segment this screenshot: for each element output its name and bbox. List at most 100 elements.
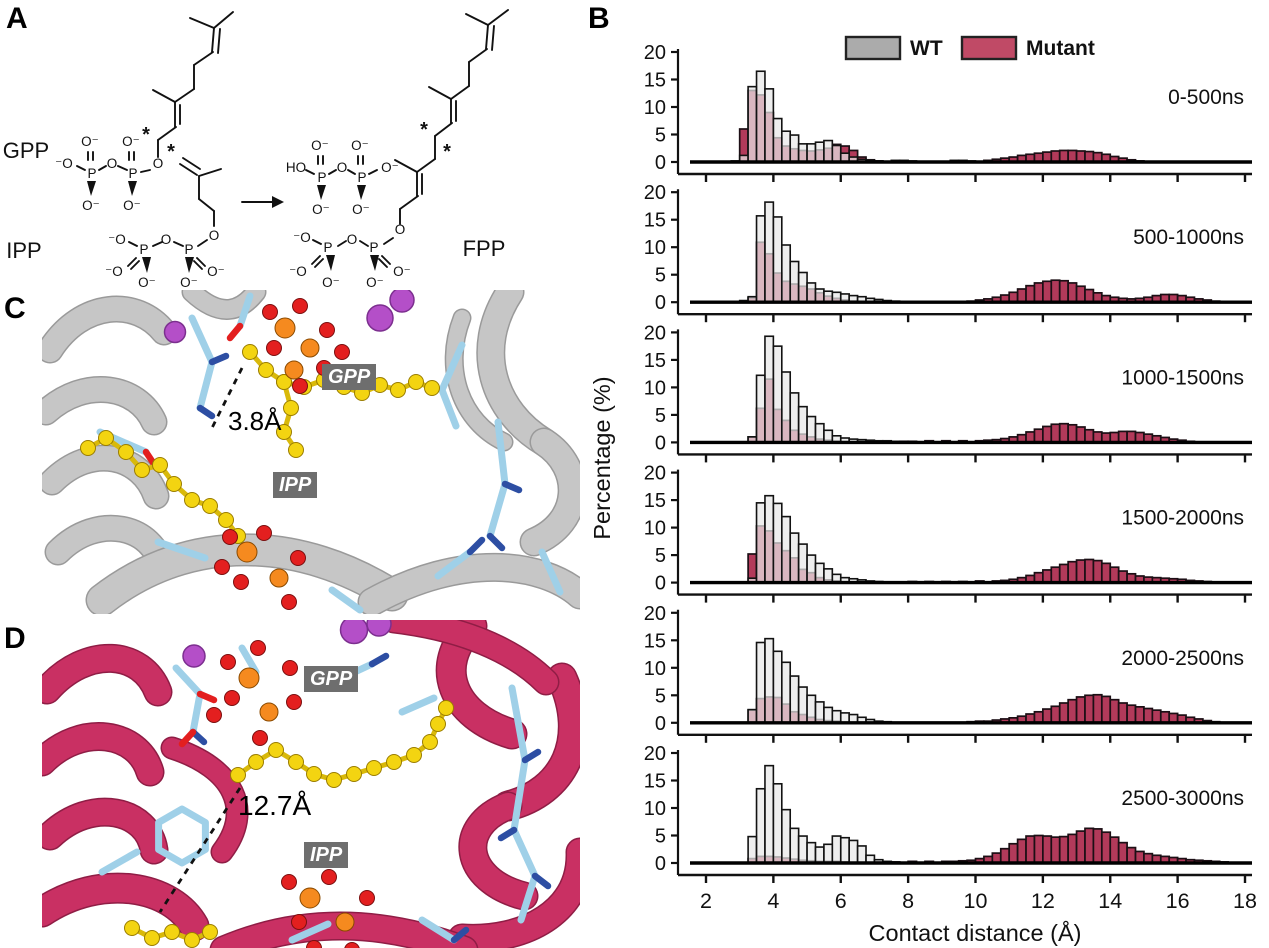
atom-label: P [357,170,366,185]
atom-label: O⁻ [312,202,330,217]
magnesium-ion [389,290,415,313]
wt-structure-render [42,290,580,614]
svg-text:12: 12 [1031,889,1055,913]
atom-label: P [323,240,332,255]
atom-label: * [443,141,451,163]
atom-label: P [369,240,378,255]
svg-text:10: 10 [644,377,666,399]
histogram-subplot: 0 5 10 15 20 0-500ns [644,42,1252,182]
atom-label: P [128,166,137,181]
svg-text:5: 5 [655,545,666,567]
svg-text:15: 15 [644,70,666,92]
ligand-carbon-chain [124,700,454,948]
legend-label-mutant: Mutant [1026,37,1095,60]
svg-text:20: 20 [644,743,666,765]
atom-label: * [142,124,150,146]
svg-text:10: 10 [644,518,666,540]
atom-label: O⁻ [393,264,411,279]
atom-label: O⁻ [123,198,141,213]
svg-text:5: 5 [655,125,666,147]
atom-label: ⁻O [105,264,123,279]
atom-label: * [167,141,175,163]
histogram-subplot: 0 5 10 15 20 500-1000ns [644,182,1252,323]
atom-label: HO [286,160,306,175]
residue-sticks [96,292,564,614]
mutant-ipp-tag: IPP [304,842,349,868]
mutant-distance-label: 12.7Å [238,790,312,821]
svg-text:15: 15 [644,771,666,793]
atom-label: ⁻O [55,156,73,171]
svg-text:10: 10 [644,798,666,820]
wt-distance-label: 3.8Å [228,406,282,436]
legend-swatch-mutant [960,35,1018,61]
svg-text:10: 10 [964,889,988,913]
svg-text:15: 15 [644,630,666,652]
time-window-label: 2500-3000ns [1121,787,1244,810]
atom-label: O⁻ [82,198,100,213]
magnesium-ion [366,620,392,637]
x-axis-title: Contact distance (Å) [869,919,1082,946]
atom-label: O⁻ [311,138,329,153]
time-window-label: 2000-2500ns [1121,647,1244,670]
atom-label: O⁻ [207,264,225,279]
svg-text:20: 20 [644,603,666,625]
atom-label: P [139,242,148,257]
y-axis-title: Percentage (%) [589,376,615,539]
svg-text:16: 16 [1166,889,1190,913]
svg-text:14: 14 [1098,889,1122,913]
histogram-subplot: 0 5 10 15 20 2500-3000ns [644,743,1252,883]
atom-label: P [87,166,96,181]
atom-label: O⁻ [81,134,99,149]
magnesium-ion [182,644,206,668]
svg-text:20: 20 [644,182,666,204]
time-window-label: 0-500ns [1168,86,1244,109]
atom-label: ⁻O [293,230,311,245]
magnesium-ion [339,620,369,645]
svg-text:10: 10 [644,237,666,259]
legend: WT Mutant [844,35,1095,61]
time-window-label: 1000-1500ns [1121,366,1244,389]
legend-label-wt: WT [910,37,943,60]
atom-label: O [161,232,172,247]
atom-label: O [347,232,358,247]
residue-sticks [98,644,552,944]
svg-text:10: 10 [644,97,666,119]
svg-text:0: 0 [655,853,666,875]
svg-text:5: 5 [655,685,666,707]
svg-text:8: 8 [902,889,914,913]
magnesium-ion [163,320,187,344]
svg-text:15: 15 [644,350,666,372]
atom-label: O⁻ [351,138,369,153]
atom-label: IPP [6,238,41,263]
svg-text:5: 5 [655,826,666,848]
atom-label: P [184,242,193,257]
svg-text:6: 6 [835,889,847,913]
protein-ribbons [42,620,580,948]
svg-text:0: 0 [655,713,666,735]
svg-text:0: 0 [655,432,666,454]
svg-text:0: 0 [655,152,666,174]
magnesium-ion [366,304,394,332]
svg-text:18: 18 [1233,889,1257,913]
svg-text:20: 20 [644,42,666,64]
svg-text:15: 15 [644,490,666,512]
wt-gpp-tag: GPP [322,364,377,390]
atom-label: O [153,156,164,171]
histogram-subplot: 0 5 10 15 20 1000-1500ns [644,322,1252,463]
panel-a-letter: A [6,2,28,35]
atom-label: O⁻ [366,275,384,290]
svg-text:4: 4 [767,889,779,913]
atom-label: ⁻O [108,232,126,247]
svg-text:5: 5 [655,265,666,287]
mutant-structure-render [42,620,580,948]
svg-text:15: 15 [644,210,666,232]
svg-text:2: 2 [700,889,712,913]
panel-c-letter: C [4,292,26,325]
atom-label: P [317,170,326,185]
svg-text:20: 20 [644,463,666,485]
atom-label: O [107,156,118,171]
mutant-gpp-tag: GPP [304,666,359,692]
atom-label: O⁻ [122,134,140,149]
